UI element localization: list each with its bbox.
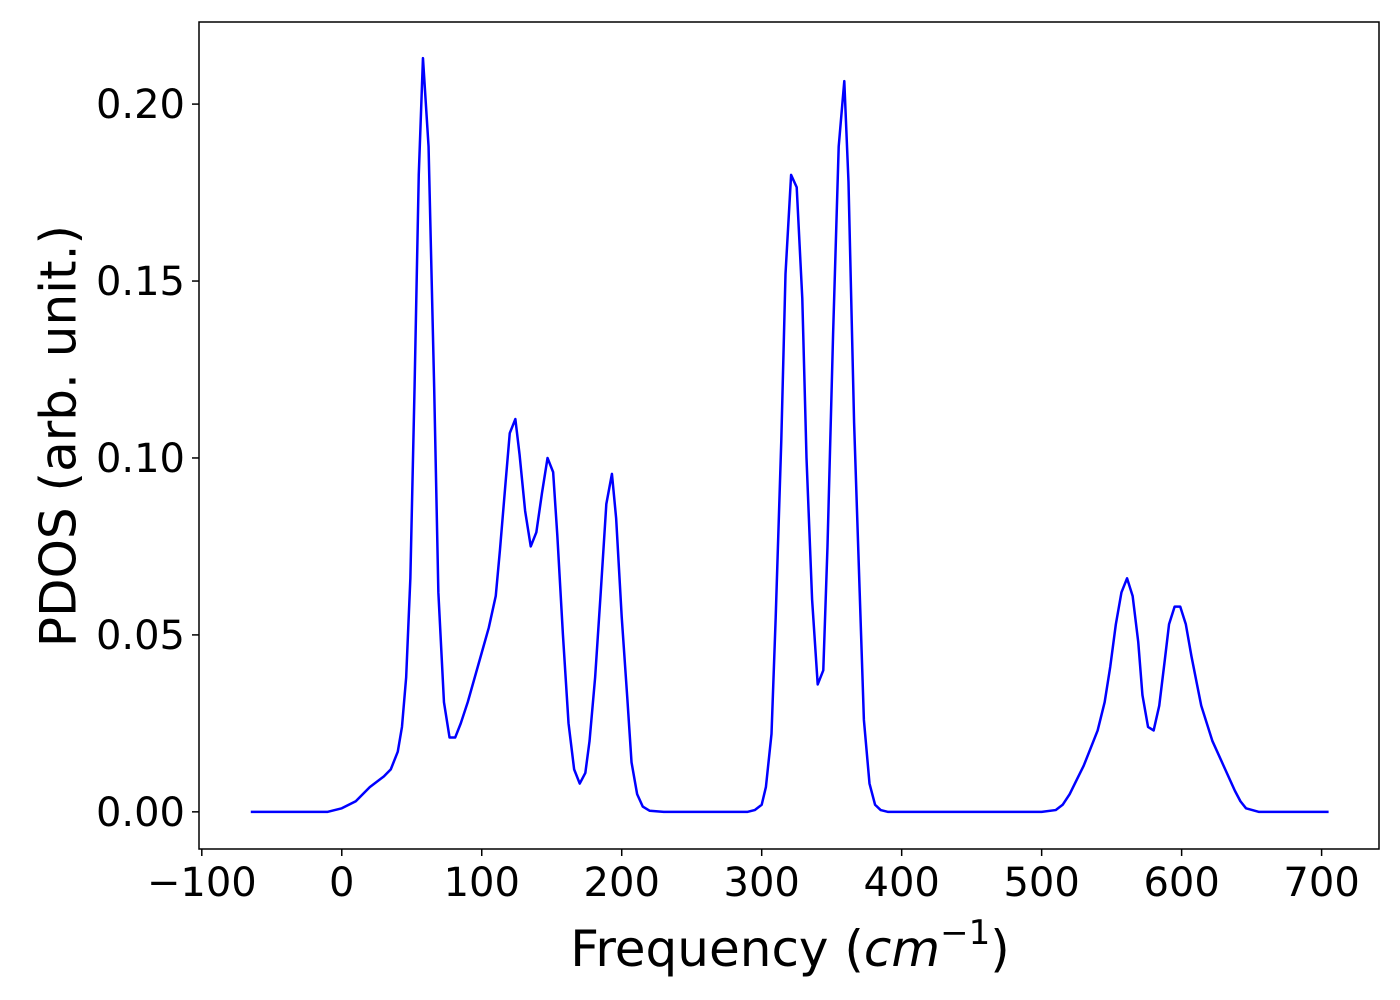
x-axis-label: Frequency (cm−1) bbox=[570, 913, 1010, 978]
plot-frame bbox=[198, 21, 1380, 850]
x-label-text: Frequency ( bbox=[570, 920, 864, 978]
y-tick-label: 0.15 bbox=[96, 259, 185, 305]
x-tick-label: 100 bbox=[444, 860, 520, 906]
y-tick-label: 0.20 bbox=[96, 82, 185, 128]
x-label-unit: cm bbox=[864, 920, 940, 978]
x-tick-label: 700 bbox=[1283, 860, 1359, 906]
x-tick-label: −100 bbox=[147, 860, 257, 906]
y-tick-label: 0.05 bbox=[96, 613, 185, 659]
x-tick-label: 400 bbox=[864, 860, 940, 906]
y-tick-label: 0.10 bbox=[96, 436, 185, 482]
x-label-close: ) bbox=[990, 920, 1010, 978]
x-tick-label: 600 bbox=[1143, 860, 1219, 906]
x-tick-label: 500 bbox=[1003, 860, 1079, 906]
x-tick-label: 200 bbox=[584, 860, 660, 906]
x-tick-label: 0 bbox=[329, 860, 354, 906]
pdos-line bbox=[250, 56, 1329, 814]
x-label-exponent: −1 bbox=[940, 913, 990, 953]
y-axis-label: PDOS (arb. unit.) bbox=[30, 225, 88, 647]
x-tick-label: 300 bbox=[724, 860, 800, 906]
y-tick-label: 0.00 bbox=[96, 790, 185, 836]
